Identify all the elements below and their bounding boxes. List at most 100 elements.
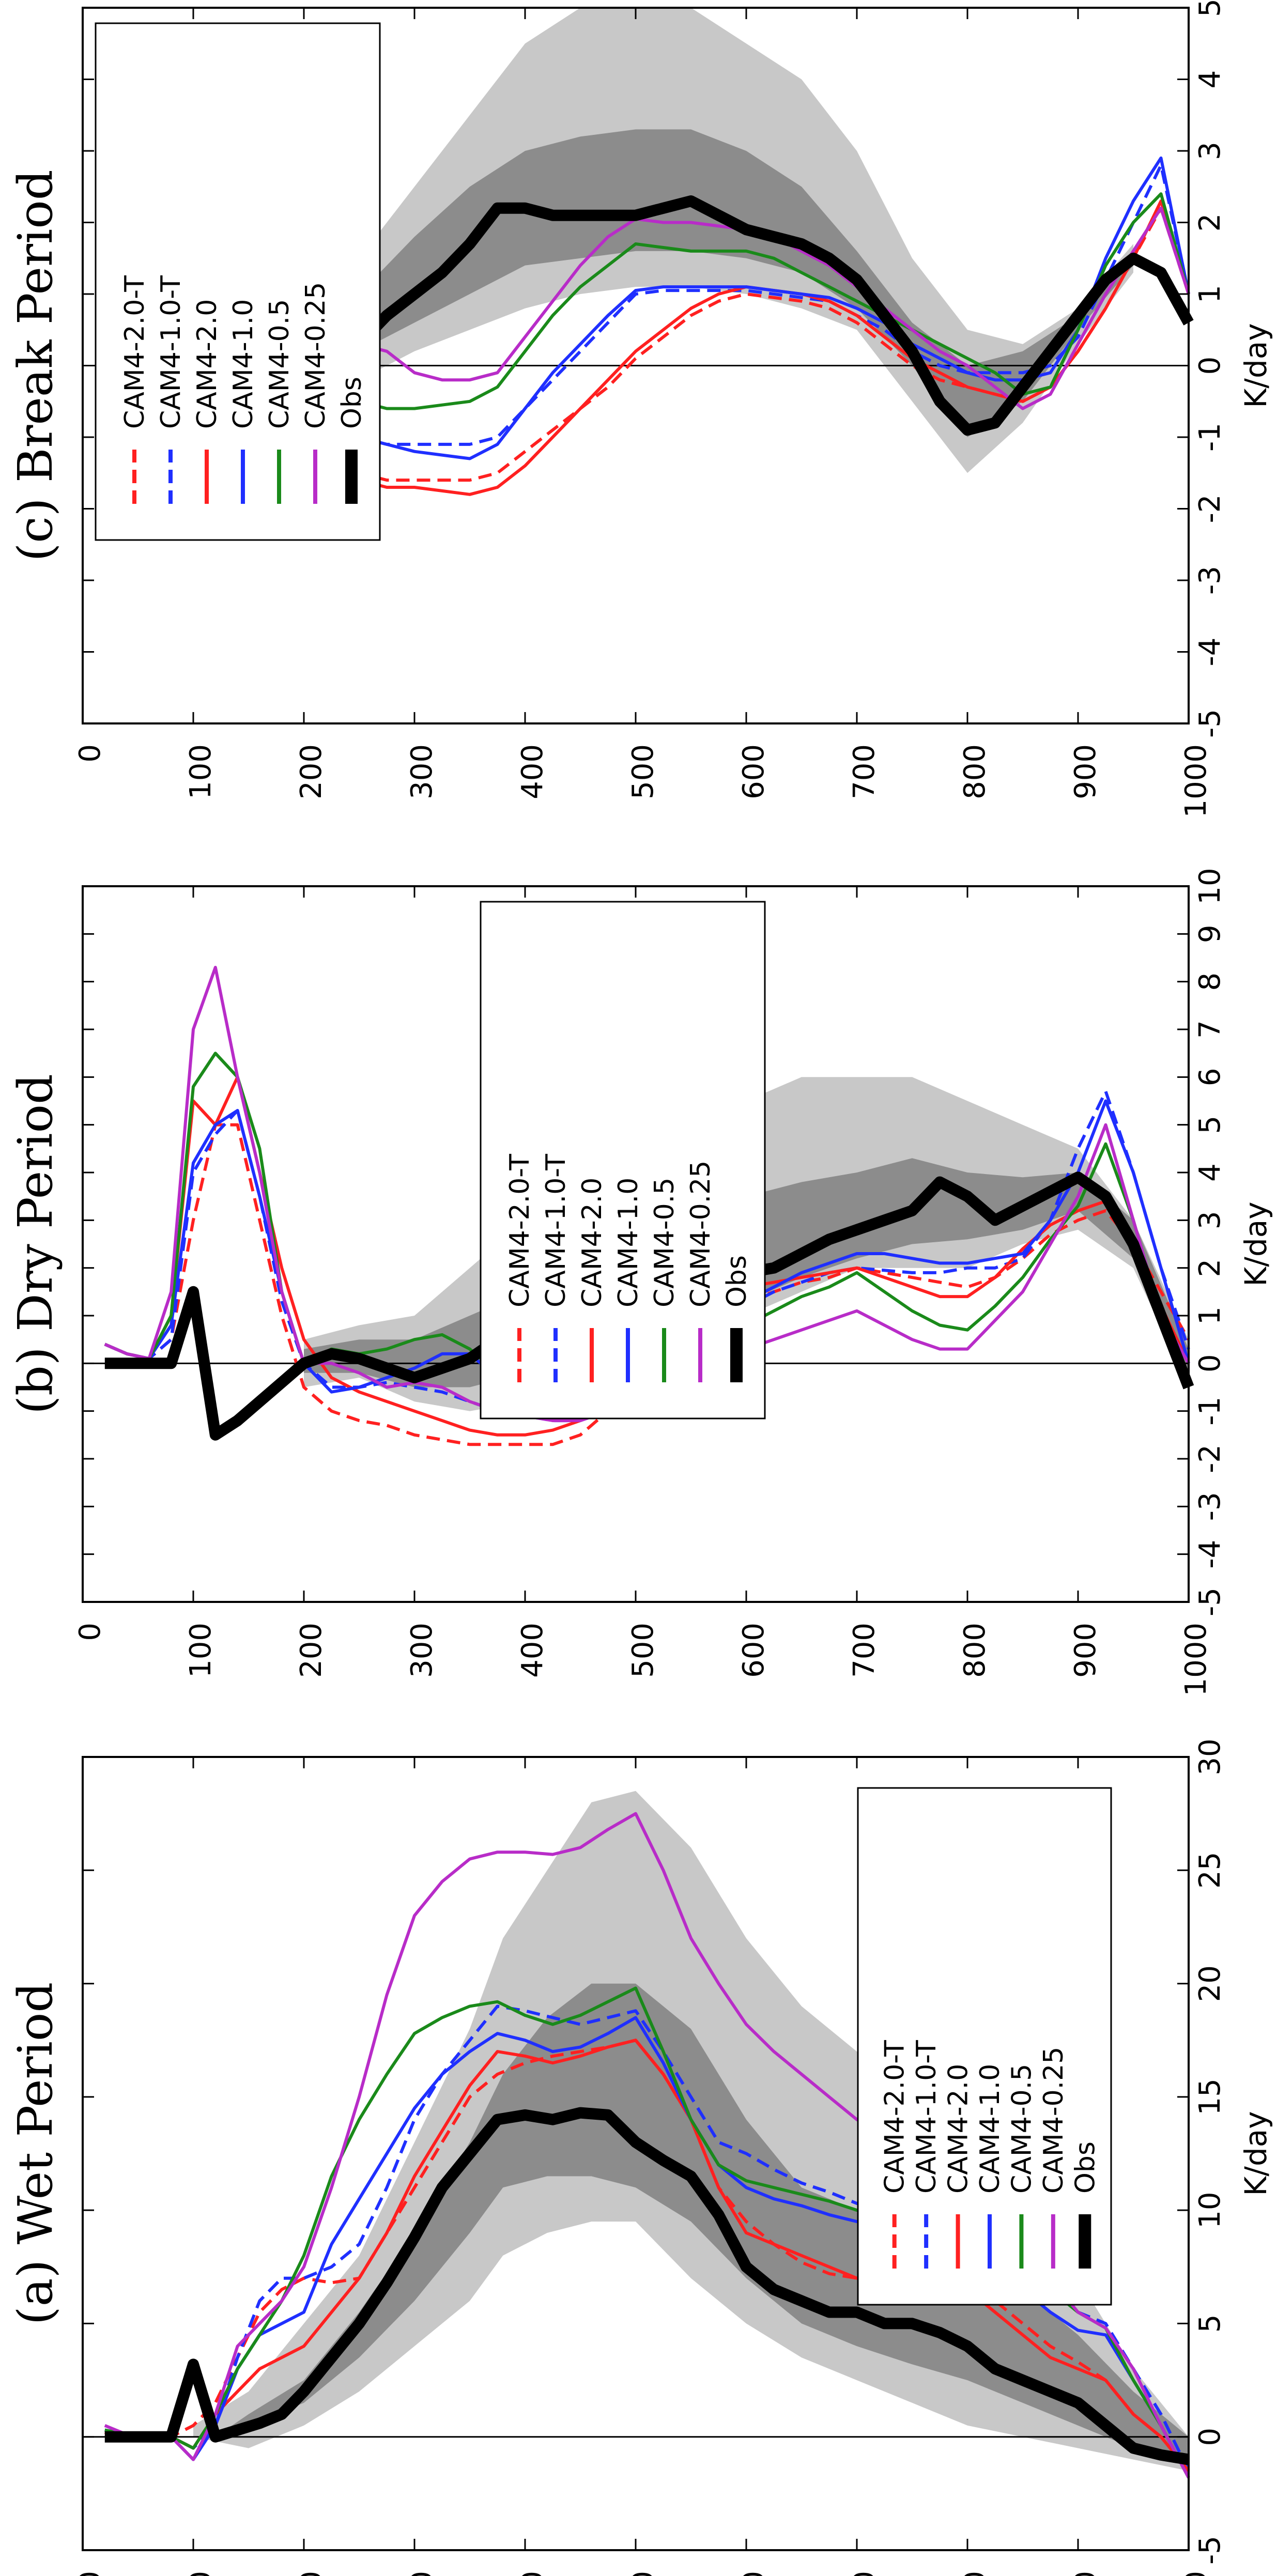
kday-tick-label: 3 (1193, 1211, 1227, 1230)
legend-label: CAM4-2.0 (577, 1178, 608, 1307)
pressure-tick-label: 100 (184, 2571, 218, 2576)
kday-tick-label: -1 (1193, 423, 1227, 452)
kday-tick-label: 30 (1193, 1738, 1227, 1775)
panel-c: 0 100 200 300 400 500 600 700 800 900 1000 -5 -4 -3 -2… (8, 0, 1273, 818)
legend-label: CAM4-1.0 (613, 1178, 644, 1307)
legend-label: CAM4-0.5 (264, 299, 295, 429)
legend-frame (95, 22, 381, 541)
kday-tick-label: -5 (1193, 1587, 1227, 1616)
kday-tick-label: 0 (1193, 2428, 1227, 2446)
pressure-tick-label: 200 (295, 744, 328, 799)
legend-label: CAM4-1.0-T (156, 275, 187, 429)
legend-label: CAM4-1.0 (975, 2064, 1006, 2194)
pressure-tick-label: 500 (626, 2571, 660, 2576)
kday-tick-label: 5 (1193, 2315, 1227, 2333)
legend-label: CAM4-2.0-T (504, 1154, 535, 1307)
panel-a: 0 100 200 300 400 500 600 700 800 900 1000 -5 0 5 10 15… (8, 1738, 1273, 2576)
pressure-tick-label: 400 (516, 1623, 549, 1678)
legend: CAM4-2.0-T CAM4-1.0-T CAM4-2.0 CAM4-1.0 CAM4… (857, 1787, 1112, 2306)
pressure-tick-label: 100 (184, 744, 218, 799)
legend-label: CAM4-0.25 (685, 1161, 716, 1307)
kday-tick-label: 5 (1193, 0, 1227, 17)
panel-title: (c) Break Period (8, 169, 63, 561)
pressure-tick-label: 800 (958, 2571, 992, 2576)
legend-label: CAM4-0.5 (649, 1178, 680, 1307)
pressure-tick-label: 0 (73, 2571, 107, 2576)
kday-tick-label: 2 (1193, 213, 1227, 232)
pressure-tick-label: 400 (516, 2571, 549, 2576)
kday-tick-label: 4 (1193, 1163, 1227, 1182)
legend-label: CAM4-2.0-T (119, 275, 150, 429)
kday-tick-label: -3 (1193, 566, 1227, 595)
legend-label: CAM4-2.0 (192, 299, 223, 429)
legend-label: CAM4-2.0-T (880, 2040, 911, 2194)
legend-label: Obs (336, 377, 367, 429)
pressure-tick-label: 200 (295, 1623, 328, 1678)
pressure-tick-label: 300 (405, 2571, 439, 2576)
kday-tick-label: -4 (1193, 638, 1227, 667)
legend-label: CAM4-0.5 (1006, 2064, 1037, 2194)
pressure-tick-label: 800 (958, 744, 992, 799)
legend-frame (857, 1787, 1112, 2306)
pressure-tick-label: 700 (848, 1623, 881, 1678)
panel-b: 0 100 200 300 400 500 600 700 800 900 1000-5-4-3-2… (8, 868, 1273, 1696)
kday-tick-label: 0 (1193, 357, 1227, 375)
xaxis-label: K/day (1238, 323, 1273, 408)
pressure-tick-label: 900 (1069, 1623, 1102, 1678)
kday-tick-label: 0 (1193, 1354, 1227, 1373)
kday-tick-label: 15 (1193, 2078, 1227, 2115)
kday-tick-label: -1 (1193, 1397, 1227, 1426)
kday-tick-label: 20 (1193, 1965, 1227, 2002)
pressure-tick-label: 400 (516, 744, 549, 799)
legend-label: CAM4-1.0-T (911, 2040, 942, 2194)
legend-label: CAM4-0.25 (300, 282, 331, 429)
kday-tick-label: -3 (1193, 1492, 1227, 1521)
legend-label: Obs (1070, 2141, 1101, 2194)
kday-tick-label: 10 (1193, 2192, 1227, 2229)
kday-tick-label: -4 (1193, 1540, 1227, 1569)
kday-tick-label: 2 (1193, 1259, 1227, 1277)
series-cam4-2-0 (104, 2039, 1190, 2472)
pressure-tick-label: 300 (405, 744, 439, 799)
kday-tick-label: 3 (1193, 142, 1227, 160)
pressure-tick-label: 0 (73, 1623, 107, 1641)
kday-tick-label: 7 (1193, 1020, 1227, 1039)
pressure-tick-label: 0 (73, 744, 107, 763)
pressure-tick-label: 500 (626, 744, 660, 799)
pressure-tick-label: 500 (626, 1623, 660, 1678)
kday-tick-label: -2 (1193, 1444, 1227, 1473)
kday-tick-label: -2 (1193, 495, 1227, 523)
pressure-tick-label: 1000 (1179, 1623, 1213, 1696)
pressure-tick-label: 600 (737, 1623, 771, 1678)
panel-title: (b) Dry Period (8, 1074, 63, 1414)
series-obs (104, 2107, 1190, 2465)
kday-tick-label: -5 (1193, 709, 1227, 738)
legend: CAM4-2.0-T CAM4-1.0-T CAM4-2.0 CAM4-1.0 CAM4… (480, 901, 766, 1420)
pressure-tick-label: 700 (848, 2571, 881, 2576)
pressure-tick-label: 300 (405, 1623, 439, 1678)
panel-title: (a) Wet Period (8, 1982, 63, 2325)
legend-label: CAM4-2.0 (943, 2064, 974, 2194)
kday-tick-label: 25 (1193, 1852, 1227, 1889)
kday-tick-label: -5 (1193, 2536, 1227, 2565)
pressure-tick-label: 900 (1069, 2571, 1102, 2576)
kday-tick-label: 6 (1193, 1068, 1227, 1087)
legend-label: CAM4-1.0 (228, 299, 259, 429)
legend-label: Obs (721, 1255, 752, 1307)
kday-tick-label: 8 (1193, 973, 1227, 991)
kday-tick-label: 4 (1193, 70, 1227, 89)
pressure-tick-label: 600 (737, 744, 771, 799)
pressure-tick-label: 600 (737, 2571, 771, 2576)
pressure-tick-label: 800 (958, 1623, 992, 1678)
pressure-tick-label: 1000 (1179, 744, 1213, 818)
legend: CAM4-2.0-T CAM4-1.0-T CAM4-2.0 CAM4-1.0 CAM4… (95, 22, 381, 541)
kday-tick-label: 10 (1193, 868, 1227, 904)
legend-label: CAM4-1.0-T (541, 1154, 572, 1307)
xaxis-label: K/day (1238, 2111, 1273, 2196)
kday-tick-label: 9 (1193, 925, 1227, 944)
pressure-tick-label: 700 (848, 744, 881, 799)
legend-frame (480, 901, 766, 1420)
xaxis-label: K/day (1238, 1201, 1273, 1286)
pressure-tick-label: 900 (1069, 744, 1102, 799)
